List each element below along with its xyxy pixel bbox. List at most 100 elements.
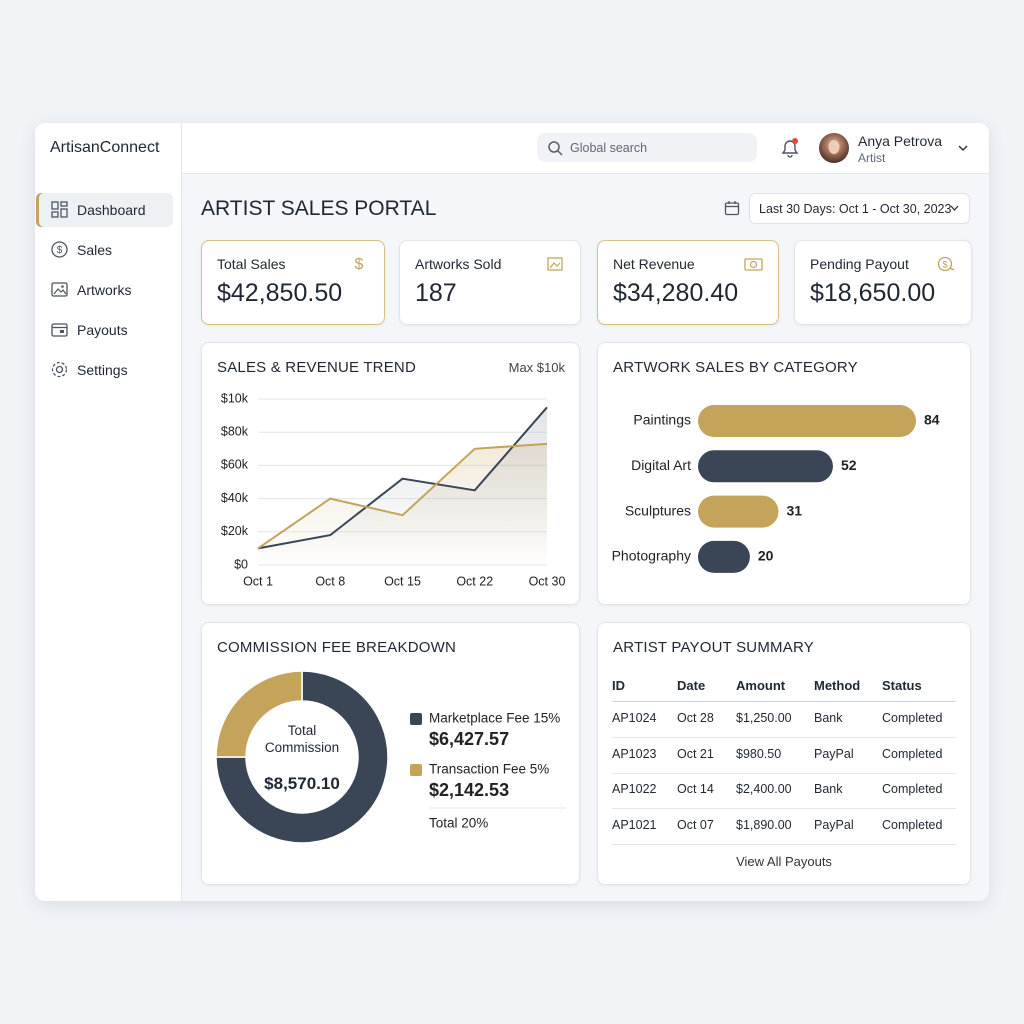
x-tick-label: Oct 15 [384,574,421,588]
user-role: Artist [858,151,886,165]
legend-footer: Total 20% [429,816,488,831]
bar-value: 84 [924,412,940,428]
nav-icon [51,323,68,337]
bar [698,540,750,573]
bar-value: 52 [841,457,857,473]
kpi-card: Pending Payout $18,650.00 $ [794,240,972,325]
kpi-label: Net Revenue [613,256,695,272]
nav-item[interactable]: Artworks [36,273,173,307]
search-icon [548,141,563,156]
nav-icon: $ [51,241,68,258]
user-menu-chevron[interactable] [957,143,969,153]
card-title: SALES & REVENUE TREND [217,359,416,376]
legend-swatch [410,713,422,725]
legend-value: $6,427.57 [429,729,509,749]
chart-svg: $0 $20k $40k $60k $80k $10k Oct 1 Oct 8 Oct 15 Oc… [221,391,566,588]
table-cell: Bank [814,782,843,797]
table-cell: $2,400.00 [736,782,792,797]
table-cell: AP1021 [612,818,657,833]
nav-icon [51,282,68,297]
bar [698,405,916,437]
kpi-icon: $ [355,256,364,273]
row-rule [612,844,956,846]
nav-item[interactable]: Dashboard [36,193,173,227]
column-header: Status [882,678,922,693]
date-range: Last 30 Days: Oct 1 - Oct 30, 2023 [759,202,952,216]
kpi-value: $34,280.40 [613,279,739,307]
donut-center-value: $8,570.10 [264,774,340,793]
bar-category: Sculptures [625,502,691,518]
avatar[interactable] [819,133,849,163]
table-cell: Bank [814,711,843,725]
row-rule [612,772,956,774]
column-header: Amount [736,678,786,693]
y-tick-label: $60k [221,458,249,472]
bar-category: Digital Art [631,457,691,473]
table-row: AP1022 Oct 14 $2,400.00 Bank Completed [598,782,970,802]
date-chevron [950,205,959,211]
table-header: ID Date Amount Method Status [598,678,970,701]
table-cell: AP1024 [612,711,657,725]
kpi-card: Artworks Sold 187 [399,240,581,325]
trend-card: SALES & REVENUE TREND Max $10k $0 $20k $40k $… [201,342,580,605]
table-cell: PayPal [814,818,854,833]
table-cell: $1,890.00 [736,818,792,833]
donut-slice [215,670,389,844]
table-cell: Completed [882,746,943,761]
series-line [257,442,548,550]
table-row: AP1021 Oct 07 $1,890.00 PayPal Completed [598,818,970,838]
nav-item[interactable]: Payouts [36,313,173,347]
user-name: Anya Petrova [858,133,943,149]
card-title: COMMISSION FEE BREAKDOWN [217,639,456,656]
nav-icon [51,201,68,218]
column-header: ID [612,678,625,693]
bar-category: Paintings [633,412,691,428]
x-tick-label: Oct 8 [315,574,345,588]
chart-annotation: Max $10k [508,360,565,375]
nav-item[interactable]: $ Sales [36,233,173,267]
kpi-card: Net Revenue $34,280.40 [597,240,779,325]
top-bar: Global search Anya Petrova Artist [182,123,989,174]
kpi-label: Total Sales [217,256,286,272]
search-box[interactable]: Global search [537,133,757,162]
nav-label: Sales [77,242,113,258]
donut-slice [215,670,303,758]
category-card: ARTWORK SALES BY CATEGORY Paintings 84 Digi… [597,342,971,605]
calendar-icon [724,201,740,216]
notification-bell[interactable] [779,137,801,159]
nav-label: Dashboard [77,202,146,218]
table-row: AP1023 Oct 21 $980.50 PayPal Completed [598,747,970,767]
nav-icon [51,361,68,378]
table-cell: Oct 14 [677,782,714,797]
bar-value: 31 [786,502,802,518]
y-tick-label: $10k [221,391,249,405]
legend-label: Transaction Fee 5% [429,762,549,777]
header-rule [612,701,956,702]
view-all-link[interactable]: View All Payouts [736,854,832,869]
table-cell: $1,250.00 [736,711,792,725]
bar-category: Photography [612,548,691,564]
kpi-value: 187 [415,279,457,307]
brand: ArtisanConnect [50,139,160,156]
chart-svg: Marketplace Fee 15% $6,427.57 Transaction … [215,670,566,844]
bar [698,495,779,528]
x-tick-label: Oct 1 [243,574,273,588]
x-tick-label: Oct 30 [529,574,566,588]
chart-svg: Paintings 84 Digital Art 52 Sculptures 31 Phot… [612,405,940,573]
y-tick-label: $80k [221,424,249,438]
bar-value: 20 [758,548,774,564]
series-area [258,407,547,565]
legend-label: Marketplace Fee 15% [429,711,560,726]
table-cell: Completed [882,782,943,797]
row-rule [612,737,956,738]
kpi-label: Artworks Sold [415,256,502,272]
card-title: ARTIST PAYOUT SUMMARY [613,639,814,656]
nav-label: Payouts [77,322,128,338]
row-rule [612,808,956,810]
table-cell: AP1023 [612,746,657,761]
date-range-picker[interactable]: Last 30 Days: Oct 1 - Oct 30, 2023 [749,193,970,224]
nav-label: Artworks [77,282,132,298]
nav-item[interactable]: Settings [36,353,173,387]
series-line [257,406,548,550]
y-tick-label: $20k [221,524,249,538]
